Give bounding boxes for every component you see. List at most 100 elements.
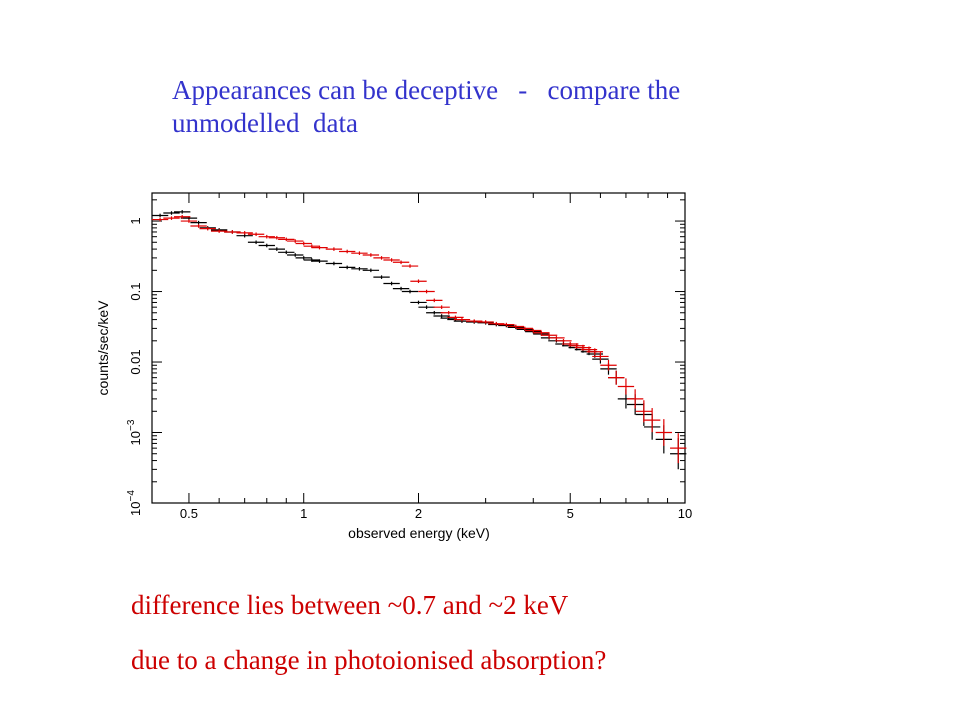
data-point bbox=[247, 240, 265, 245]
data-point bbox=[453, 317, 471, 322]
data-point bbox=[163, 216, 180, 220]
data-point bbox=[426, 310, 443, 315]
y-axis-label: counts/sec/keV bbox=[95, 300, 111, 396]
data-point bbox=[325, 247, 343, 251]
plot-frame bbox=[151, 192, 686, 504]
caption-difference: difference lies between ~0.7 and ~2 keV bbox=[131, 590, 569, 620]
data-point bbox=[295, 256, 312, 260]
y-tick-label: 10−3 bbox=[126, 419, 143, 445]
data-point bbox=[373, 256, 390, 260]
data-point bbox=[224, 230, 241, 234]
slide-heading-line-2: unmodelled data bbox=[172, 108, 358, 138]
data-point bbox=[325, 261, 343, 266]
data-point bbox=[507, 324, 525, 329]
data-point bbox=[516, 326, 533, 331]
data-point bbox=[180, 219, 198, 223]
x-axis-label: observed energy (keV) bbox=[348, 525, 490, 541]
data-point bbox=[608, 370, 625, 385]
data-point bbox=[418, 305, 435, 309]
slide-heading: Appearances can be deceptive - compare t… bbox=[172, 74, 812, 140]
data-point bbox=[190, 220, 207, 225]
data-point bbox=[392, 260, 410, 265]
x-tick-label: 2 bbox=[415, 506, 422, 521]
data-point bbox=[586, 348, 603, 356]
data-point bbox=[362, 268, 380, 273]
data-point bbox=[426, 298, 443, 303]
data-point bbox=[236, 231, 253, 235]
data-point bbox=[258, 234, 275, 239]
data-point bbox=[210, 229, 228, 233]
caption-cause: due to a change in photoionised absorpti… bbox=[131, 645, 607, 675]
y-tick-label: 10−4 bbox=[126, 490, 143, 516]
data-point bbox=[540, 333, 558, 338]
data-point bbox=[655, 419, 673, 446]
data-point bbox=[268, 235, 285, 240]
x-tick-label: 5 bbox=[567, 506, 574, 521]
data-point bbox=[287, 253, 304, 257]
data-point bbox=[174, 214, 191, 219]
data-point bbox=[548, 336, 565, 340]
data-point bbox=[418, 289, 435, 294]
data-point bbox=[373, 275, 390, 279]
data-point bbox=[498, 322, 515, 327]
data-point bbox=[440, 310, 457, 315]
data-point bbox=[410, 300, 427, 305]
data-point bbox=[268, 247, 285, 251]
x-tick-labels: 0.5 1 2 5 10 bbox=[180, 506, 692, 521]
data-point bbox=[311, 259, 328, 263]
data-point bbox=[362, 253, 380, 257]
data-point bbox=[338, 265, 356, 270]
data-point bbox=[338, 249, 356, 254]
data-point bbox=[617, 378, 635, 395]
series-layer bbox=[151, 210, 687, 470]
data-point bbox=[351, 251, 368, 255]
y-tick-label: 0.1 bbox=[128, 282, 143, 300]
y-tick-labels: 1 0.1 0.01 10−3 10−4 bbox=[126, 217, 143, 516]
data-point bbox=[466, 319, 483, 323]
data-point bbox=[258, 243, 275, 248]
data-point bbox=[592, 352, 609, 361]
data-point bbox=[635, 400, 653, 423]
x-tick-label: 1 bbox=[300, 506, 307, 521]
data-point bbox=[351, 267, 368, 271]
axis-ticks bbox=[151, 193, 686, 504]
x-tick-label: 10 bbox=[678, 506, 692, 521]
data-point bbox=[190, 224, 207, 228]
data-point bbox=[278, 237, 295, 242]
data-point bbox=[670, 433, 687, 464]
data-point bbox=[401, 264, 419, 268]
slide-heading-line-1: Appearances can be deceptive - compare t… bbox=[172, 75, 681, 105]
series-1 bbox=[151, 210, 687, 470]
data-point bbox=[383, 281, 400, 286]
data-point bbox=[151, 217, 169, 222]
y-tick-label: 0.01 bbox=[128, 349, 143, 374]
data-point bbox=[295, 241, 312, 246]
series-2 bbox=[151, 214, 687, 464]
data-point bbox=[600, 359, 617, 371]
data-point bbox=[392, 286, 410, 291]
x-tick-label: 0.5 bbox=[180, 506, 198, 521]
data-point bbox=[555, 339, 572, 343]
data-point bbox=[533, 330, 550, 335]
data-point bbox=[278, 250, 295, 255]
data-point bbox=[383, 258, 400, 262]
data-point bbox=[151, 213, 169, 218]
data-point bbox=[401, 289, 419, 294]
data-point bbox=[287, 239, 304, 243]
y-tick-label: 1 bbox=[128, 217, 143, 224]
data-point bbox=[626, 389, 644, 409]
data-point bbox=[174, 210, 191, 214]
data-point bbox=[163, 211, 180, 215]
data-point bbox=[311, 245, 328, 250]
data-point bbox=[247, 232, 265, 237]
data-point bbox=[477, 320, 494, 324]
data-point bbox=[199, 226, 216, 231]
data-point bbox=[447, 315, 464, 320]
data-point bbox=[433, 305, 450, 309]
data-point bbox=[410, 279, 427, 284]
data-point bbox=[433, 314, 450, 318]
data-point bbox=[525, 328, 542, 333]
data-point bbox=[643, 408, 661, 433]
data-point bbox=[488, 321, 505, 326]
